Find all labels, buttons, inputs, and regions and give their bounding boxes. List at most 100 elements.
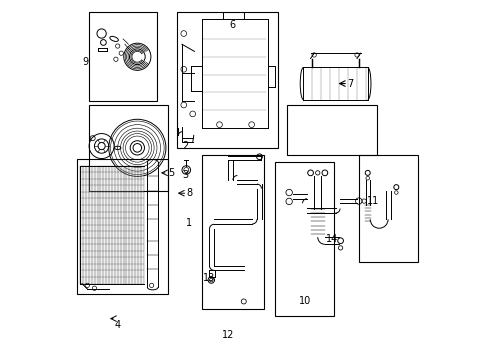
Polygon shape — [118, 270, 121, 277]
Polygon shape — [112, 225, 115, 231]
Polygon shape — [86, 244, 89, 251]
Polygon shape — [129, 231, 132, 238]
Polygon shape — [129, 257, 132, 264]
Polygon shape — [83, 218, 86, 225]
Polygon shape — [83, 257, 86, 264]
Polygon shape — [121, 166, 123, 172]
Polygon shape — [95, 264, 97, 270]
Polygon shape — [95, 218, 97, 225]
Polygon shape — [106, 198, 109, 205]
Polygon shape — [112, 192, 115, 198]
Polygon shape — [100, 251, 103, 257]
Polygon shape — [106, 225, 109, 231]
Polygon shape — [115, 231, 118, 238]
Polygon shape — [135, 192, 138, 198]
Polygon shape — [138, 179, 141, 185]
Polygon shape — [86, 166, 89, 172]
Polygon shape — [89, 166, 92, 172]
Polygon shape — [129, 179, 132, 185]
Polygon shape — [138, 172, 141, 179]
Polygon shape — [97, 172, 100, 179]
Polygon shape — [121, 264, 123, 270]
Polygon shape — [141, 251, 143, 257]
Polygon shape — [89, 198, 92, 205]
Polygon shape — [121, 185, 123, 192]
Polygon shape — [112, 277, 115, 284]
Polygon shape — [80, 185, 83, 192]
Polygon shape — [129, 244, 132, 251]
Polygon shape — [89, 192, 92, 198]
Polygon shape — [95, 185, 97, 192]
Polygon shape — [132, 231, 135, 238]
Text: 5: 5 — [168, 168, 174, 178]
Polygon shape — [80, 231, 83, 238]
Polygon shape — [95, 231, 97, 238]
Polygon shape — [129, 238, 132, 244]
Polygon shape — [118, 244, 121, 251]
Polygon shape — [100, 264, 103, 270]
Polygon shape — [89, 238, 92, 244]
Polygon shape — [109, 179, 112, 185]
Polygon shape — [103, 238, 106, 244]
Polygon shape — [115, 172, 118, 179]
Polygon shape — [123, 277, 126, 284]
Polygon shape — [92, 277, 95, 284]
Polygon shape — [121, 205, 123, 212]
Polygon shape — [106, 179, 109, 185]
Polygon shape — [115, 264, 118, 270]
Polygon shape — [112, 231, 115, 238]
Polygon shape — [97, 270, 100, 277]
Polygon shape — [106, 257, 109, 264]
Polygon shape — [135, 264, 138, 270]
Polygon shape — [135, 251, 138, 257]
Polygon shape — [83, 179, 86, 185]
Polygon shape — [103, 264, 106, 270]
Polygon shape — [97, 225, 100, 231]
Polygon shape — [103, 277, 106, 284]
Polygon shape — [141, 264, 143, 270]
Polygon shape — [83, 212, 86, 218]
Polygon shape — [132, 218, 135, 225]
Polygon shape — [109, 218, 112, 225]
Polygon shape — [132, 244, 135, 251]
Polygon shape — [95, 225, 97, 231]
Polygon shape — [141, 205, 143, 212]
Polygon shape — [115, 192, 118, 198]
Polygon shape — [89, 277, 92, 284]
Polygon shape — [129, 225, 132, 231]
Polygon shape — [100, 172, 103, 179]
Polygon shape — [103, 192, 106, 198]
Polygon shape — [115, 277, 118, 284]
Polygon shape — [109, 264, 112, 270]
Polygon shape — [103, 244, 106, 251]
Polygon shape — [138, 166, 141, 172]
Polygon shape — [92, 166, 95, 172]
Polygon shape — [100, 192, 103, 198]
Polygon shape — [123, 212, 126, 218]
Polygon shape — [95, 257, 97, 264]
Polygon shape — [135, 212, 138, 218]
Polygon shape — [80, 212, 83, 218]
Polygon shape — [89, 231, 92, 238]
Polygon shape — [92, 218, 95, 225]
Polygon shape — [86, 251, 89, 257]
Polygon shape — [118, 264, 121, 270]
Polygon shape — [138, 225, 141, 231]
Polygon shape — [92, 251, 95, 257]
Polygon shape — [106, 212, 109, 218]
Polygon shape — [118, 212, 121, 218]
Polygon shape — [89, 218, 92, 225]
Polygon shape — [112, 212, 115, 218]
Polygon shape — [92, 257, 95, 264]
Polygon shape — [100, 238, 103, 244]
Polygon shape — [86, 198, 89, 205]
Polygon shape — [97, 257, 100, 264]
Polygon shape — [103, 212, 106, 218]
Polygon shape — [121, 218, 123, 225]
Polygon shape — [80, 179, 83, 185]
Polygon shape — [103, 172, 106, 179]
Polygon shape — [97, 192, 100, 198]
Polygon shape — [109, 192, 112, 198]
Polygon shape — [135, 225, 138, 231]
Text: 11: 11 — [366, 197, 379, 206]
